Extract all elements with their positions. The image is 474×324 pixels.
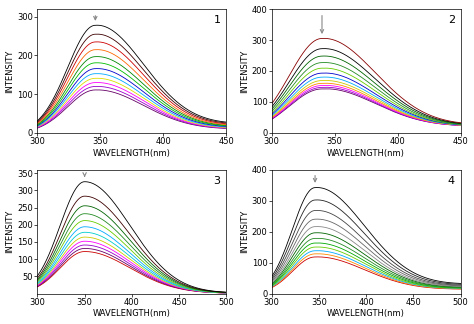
Text: 2: 2 [448,15,455,25]
Text: 3: 3 [214,176,221,186]
Y-axis label: INTENSITY: INTENSITY [240,49,249,93]
Text: 1: 1 [214,15,221,25]
Y-axis label: INTENSITY: INTENSITY [6,210,15,253]
Y-axis label: INTENSITY: INTENSITY [240,210,249,253]
Y-axis label: INTENSITY: INTENSITY [6,49,15,93]
Text: 4: 4 [448,176,455,186]
X-axis label: WAVELENGTH(nm): WAVELENGTH(nm) [327,149,405,158]
X-axis label: WAVELENGTH(nm): WAVELENGTH(nm) [93,149,171,158]
X-axis label: WAVELENGTH(nm): WAVELENGTH(nm) [93,309,171,318]
X-axis label: WAVELENGTH(nm): WAVELENGTH(nm) [327,309,405,318]
